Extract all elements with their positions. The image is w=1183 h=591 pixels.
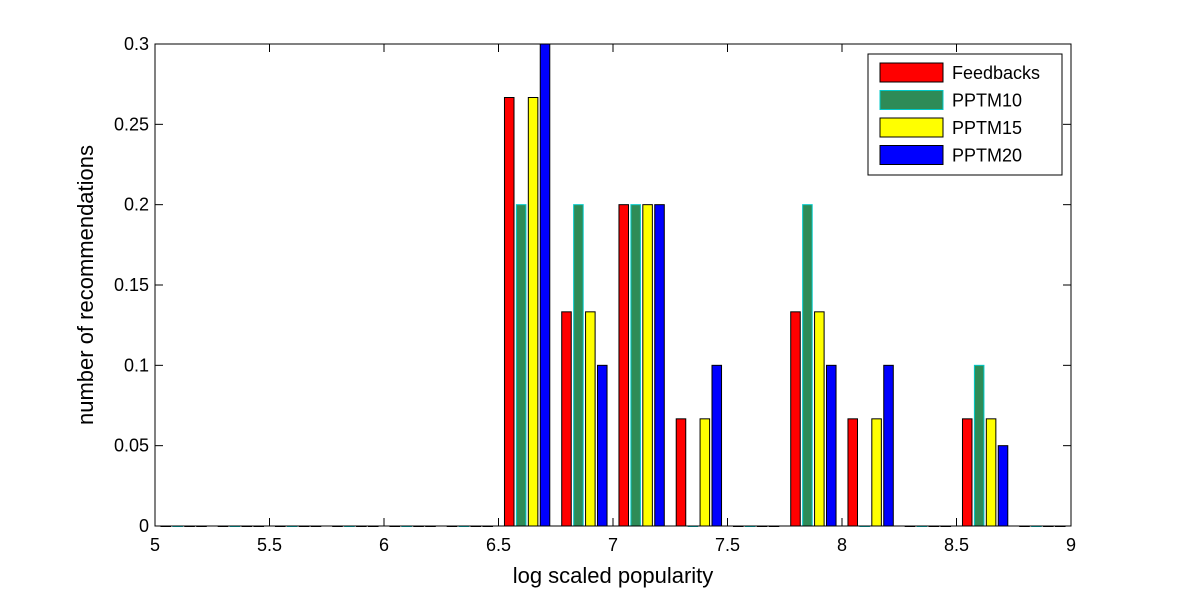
- bar-feedbacks-7: [561, 311, 572, 527]
- bar-pptm10-7: [573, 204, 584, 527]
- x-axis-label: log scaled popularity: [513, 563, 714, 588]
- bar-feedbacks-14: [961, 418, 973, 527]
- bar-pptm20-11: [825, 364, 837, 527]
- y-tick-label: 0.05: [114, 436, 149, 456]
- legend-swatch-pptm20: [879, 145, 944, 165]
- bar-feedbacks-12: [847, 418, 859, 527]
- x-tick-label: 6: [379, 535, 389, 555]
- x-tick-label: 7.5: [715, 535, 740, 555]
- bar-pptm10-11: [802, 204, 813, 527]
- legend-swatch-pptm15: [879, 117, 944, 138]
- legend-label-pptm20: PPTM20: [952, 146, 1022, 166]
- bar-feedbacks-9: [675, 418, 687, 527]
- x-tick-label: 8: [837, 535, 847, 555]
- legend-swatch-feedbacks: [879, 62, 944, 83]
- bar-pptm15-12: [871, 418, 882, 527]
- bar-pptm20-14: [997, 445, 1009, 527]
- bar-pptm20-6: [539, 43, 551, 527]
- bar-pptm15-7: [585, 311, 596, 527]
- legend-label-feedbacks: Feedbacks: [952, 63, 1040, 83]
- x-tick-label: 6.5: [486, 535, 511, 555]
- legend-swatch-pptm10: [879, 90, 944, 110]
- y-axis-label: number of recommendations: [73, 145, 98, 425]
- x-tick-label: 5: [150, 535, 160, 555]
- bar-pptm15-6: [527, 97, 539, 527]
- y-tick-label: 0.25: [114, 114, 149, 134]
- bar-pptm20-9: [711, 364, 723, 527]
- bar-feedbacks-11: [790, 311, 801, 527]
- legend: Feedbacks PPTM10 PPTM15 PPTM20: [867, 53, 1063, 176]
- x-tick-label: 5.5: [257, 535, 282, 555]
- bar-pptm20-7: [596, 364, 608, 527]
- bar-pptm10-14: [973, 364, 985, 527]
- y-axis: 0 0.05 0.1 0.15 0.2 0.25 0.3: [114, 34, 1071, 536]
- bar-pptm20-8: [654, 204, 665, 527]
- bar-pptm15-9: [699, 418, 711, 527]
- legend-label-pptm15: PPTM15: [952, 118, 1022, 138]
- y-tick-label: 0.1: [124, 355, 149, 375]
- bar-feedbacks-8: [618, 204, 630, 527]
- x-tick-label: 8.5: [944, 535, 969, 555]
- bar-pptm20-12: [883, 364, 894, 527]
- bar-pptm15-11: [814, 311, 825, 527]
- legend-label-pptm10: PPTM10: [952, 91, 1022, 111]
- x-axis: 5 5.5 6 6.5 7 7.5 8 8.5 9: [150, 44, 1076, 555]
- y-tick-label: 0: [139, 516, 149, 536]
- x-tick-label: 9: [1066, 535, 1076, 555]
- bar-feedbacks-6: [503, 97, 515, 527]
- y-tick-label: 0.15: [114, 275, 149, 295]
- y-tick-label: 0.2: [124, 195, 149, 215]
- bar-pptm15-14: [985, 418, 997, 527]
- y-tick-label: 0.3: [124, 34, 149, 54]
- bar-pptm15-8: [642, 204, 653, 527]
- bars-layer: [160, 43, 1066, 527]
- bar-pptm10-8: [630, 204, 641, 527]
- bar-pptm10-6: [515, 204, 527, 527]
- x-tick-label: 7: [608, 535, 618, 555]
